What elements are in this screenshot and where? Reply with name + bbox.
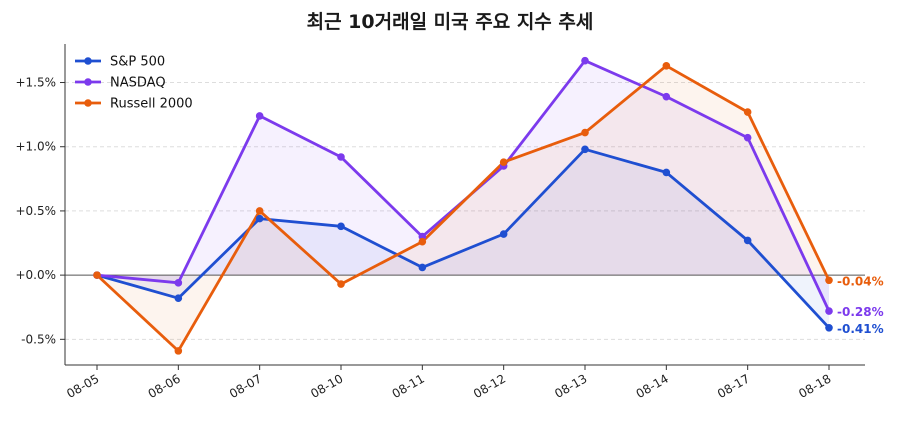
x-tick-label: 08-18: [796, 371, 833, 401]
data-point: [581, 145, 589, 154]
legend-label: NASDAQ: [110, 76, 166, 91]
legend-label: Russell 2000: [110, 97, 193, 112]
data-point: [825, 323, 833, 332]
data-point: [337, 153, 345, 161]
legend-label: S&P 500: [110, 55, 165, 70]
x-tick-label: 08-11: [390, 371, 427, 401]
y-tick-label: +0.5%: [15, 204, 56, 218]
x-tick-label: 08-13: [552, 371, 589, 401]
x-tick-label: 08-07: [227, 371, 264, 401]
data-point: [825, 276, 833, 285]
y-tick-label: +1.5%: [15, 76, 56, 90]
grid-layer: [65, 82, 865, 340]
data-point: [825, 307, 833, 315]
chart-title: 최근 10거래일 미국 주요 지수 추세: [307, 11, 594, 33]
x-tick-label: 08-06: [146, 371, 183, 401]
data-point: [418, 263, 427, 272]
data-point: [418, 237, 427, 246]
data-point: [662, 168, 671, 177]
data-point: [499, 158, 508, 166]
line-layer: [96, 59, 831, 353]
data-point: [337, 222, 345, 231]
data-point: [174, 294, 183, 303]
series-area: [97, 60, 829, 312]
data-point: [255, 207, 264, 215]
series-line: [96, 147, 831, 329]
legend-marker: [84, 99, 92, 107]
data-point: [93, 271, 101, 279]
label-layer: -0.04% -0.28% -0.41%: [837, 274, 884, 336]
x-tick-label: 08-17: [715, 371, 752, 401]
series-area: [97, 149, 829, 328]
x-tick-label: 08-14: [634, 371, 671, 401]
data-point: [743, 133, 752, 142]
y-tick-label: +1.0%: [15, 140, 56, 154]
series-line: [96, 64, 831, 353]
legend-marker: [84, 78, 92, 86]
y-tick-label: -0.5%: [21, 332, 56, 346]
data-point: [255, 214, 264, 223]
x-tick-label: 08-12: [471, 371, 508, 401]
end-value-label: -0.41%: [837, 322, 884, 336]
series-area: [97, 65, 829, 351]
data-point: [743, 236, 752, 245]
legend-marker: [84, 57, 92, 65]
data-point: [743, 108, 752, 116]
point-layer: [93, 56, 833, 355]
end-value-label: -0.28%: [837, 305, 884, 319]
data-point: [337, 280, 345, 288]
data-point: [174, 279, 183, 287]
data-point: [255, 112, 264, 120]
data-point: [662, 62, 671, 70]
legend: S&P 500 NASDAQ Russell 2000: [75, 55, 193, 112]
data-point: [174, 347, 183, 355]
data-point: [581, 56, 589, 65]
data-point: [581, 128, 589, 137]
y-tick-label: +0.0%: [15, 268, 56, 282]
end-value-label: -0.04%: [837, 274, 884, 288]
data-point: [662, 92, 671, 101]
x-tick-label: 08-10: [308, 371, 345, 401]
area-layer: [97, 60, 829, 351]
x-tick-label: 08-05: [64, 371, 101, 401]
data-point: [499, 230, 508, 238]
